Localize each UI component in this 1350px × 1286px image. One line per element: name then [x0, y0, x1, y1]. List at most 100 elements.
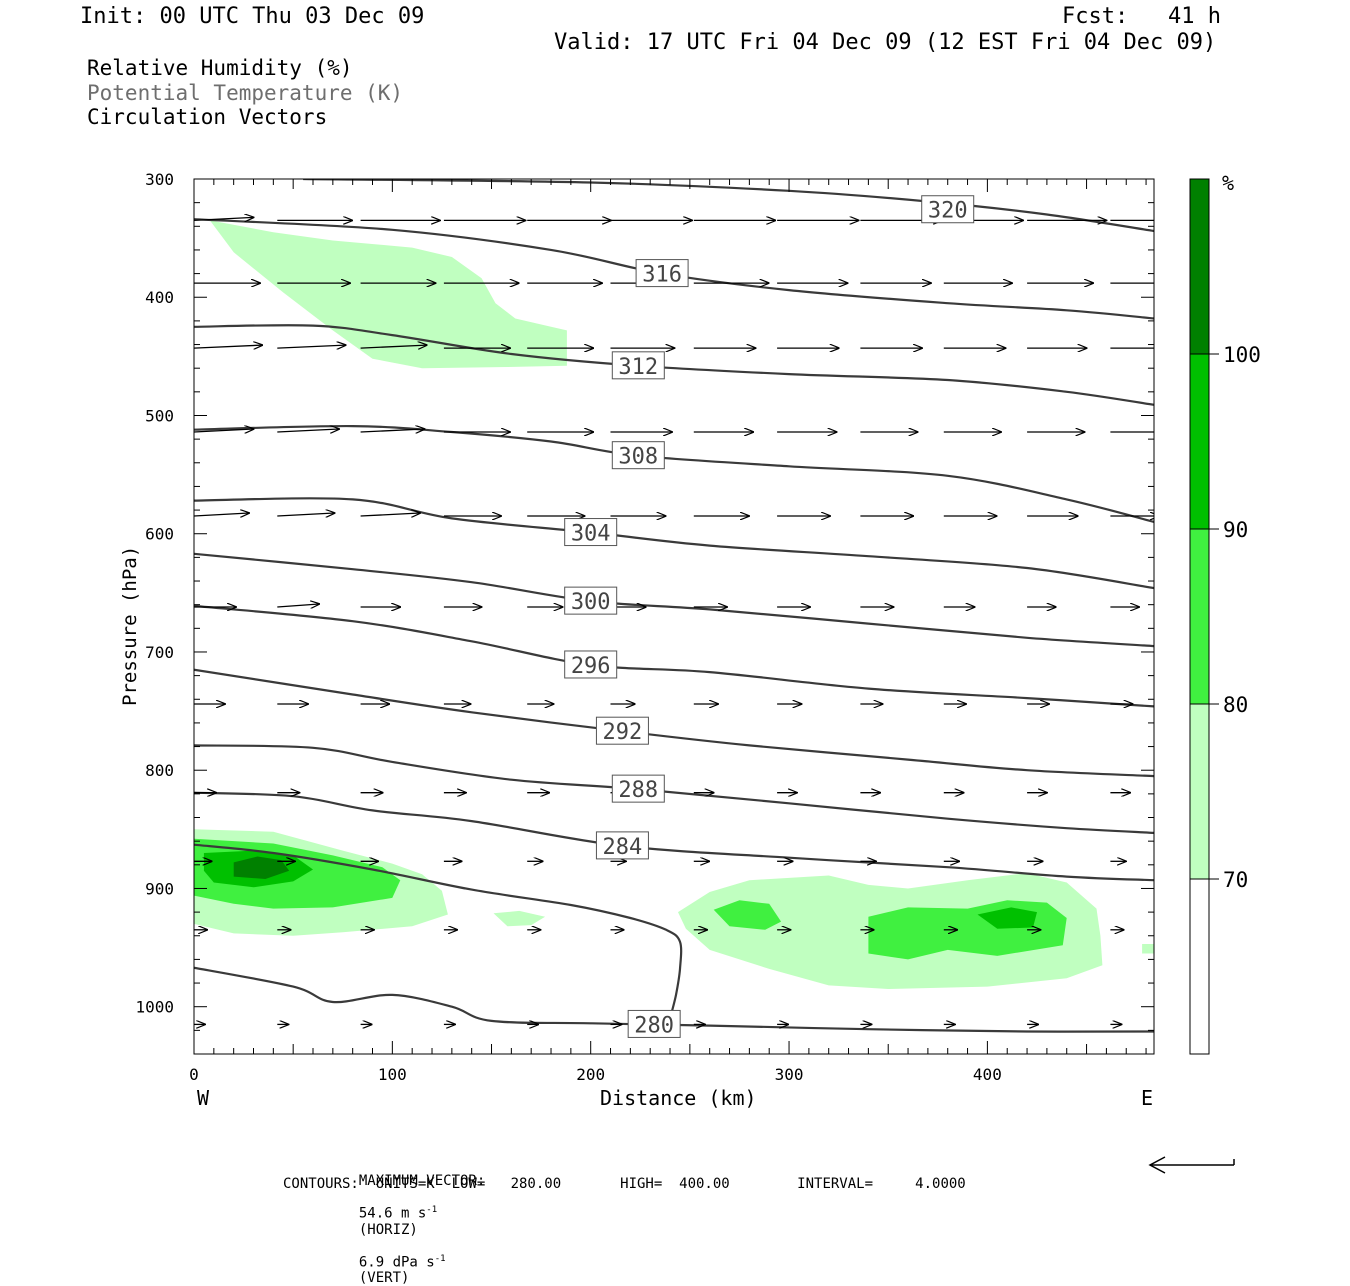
- contour-label-292: 292: [595, 716, 649, 745]
- contour-label-text: 300: [571, 590, 611, 615]
- x-right-label: E: [1141, 1086, 1153, 1110]
- contour-label-304: 304: [564, 518, 618, 547]
- contour-label-text: 312: [618, 355, 658, 380]
- rh-region-70: [493, 910, 546, 927]
- init-time: Init: 00 UTC Thu 03 Dec 09: [80, 4, 425, 29]
- wind-vector: [194, 429, 253, 432]
- plot-frame: [193, 178, 1155, 1055]
- y-tick-label: 300: [145, 170, 174, 189]
- x-tick-label: 300: [775, 1065, 804, 1084]
- theta-contour-320: [303, 179, 1154, 233]
- rh-region-70: [209, 220, 567, 369]
- humidity-shading: [194, 220, 1154, 989]
- cross-section-chart: 320 316 312 308 304 300 296 292 288 284 280 300 400…: [119, 170, 1261, 1174]
- colorbar-label: 70: [1223, 868, 1248, 892]
- contour-label-288: 288: [611, 774, 665, 803]
- contour-label-296: 296: [564, 650, 618, 679]
- axis-ticks: 300 400 500 600 700 800 900 1000 0 100 200 300 400: [135, 170, 1154, 1084]
- contour-label-312: 312: [611, 351, 665, 380]
- contour-label-text: 320: [928, 199, 968, 224]
- colorbar-band: [1189, 353, 1210, 530]
- colorbar-label: 100: [1223, 343, 1261, 367]
- contour-label-box: [627, 1009, 681, 1038]
- colorbar-label: 90: [1223, 518, 1248, 542]
- contour-label-text: 292: [603, 720, 643, 745]
- rh-region-80: [713, 900, 782, 930]
- wind-vector: [277, 604, 319, 607]
- x-tick-label: 0: [189, 1065, 199, 1084]
- wind-vector: [360, 429, 425, 432]
- contour-label-284: 284: [595, 831, 649, 860]
- y-tick-label: 600: [145, 525, 174, 544]
- y-tick-label: 800: [145, 761, 174, 780]
- contour-label-box: [611, 441, 665, 470]
- theta-contour-292: [194, 668, 1154, 778]
- colorbar-band: [1189, 528, 1210, 705]
- wind-vector: [194, 345, 262, 348]
- x-tick-label: 400: [973, 1065, 1002, 1084]
- contour-label-box: [564, 518, 618, 547]
- wind-vector: [194, 513, 249, 516]
- theta-contour-316: [194, 218, 1154, 320]
- x-axis-label: Distance (km): [600, 1086, 757, 1110]
- wind-vector: [360, 345, 427, 348]
- x-left-label: W: [197, 1086, 210, 1110]
- y-tick-label: 700: [145, 643, 174, 662]
- contour-label-308: 308: [611, 441, 665, 470]
- contour-label-text: 288: [618, 778, 658, 803]
- colorbar-label: 80: [1223, 693, 1248, 717]
- y-tick-label: 500: [145, 406, 174, 425]
- max-vector-horiz: 54.6 m s: [358, 1205, 427, 1222]
- contour-label-316: 316: [635, 259, 689, 288]
- theta-contour-296: [194, 604, 1154, 708]
- contour-label-box: [564, 650, 618, 679]
- wind-vector: [277, 513, 334, 516]
- max-vector-label: MAXIMUM VECTOR:: [358, 1173, 486, 1189]
- max-vector-vert: 6.9 dPa s: [358, 1254, 435, 1271]
- circulation-vectors: [194, 217, 1154, 1024]
- vert-exponent: -1: [434, 1253, 446, 1264]
- field-rh-title: Relative Humidity (%): [87, 56, 353, 80]
- x-tick-label: 200: [576, 1065, 605, 1084]
- y-tick-label: 1000: [135, 998, 174, 1017]
- contour-label-box: [564, 586, 618, 615]
- rh-region-90: [977, 907, 1037, 929]
- y-tick-label: 400: [145, 288, 174, 307]
- wind-vector: [277, 429, 339, 432]
- contour-label-text: 296: [571, 654, 611, 679]
- wind-vector: [360, 513, 420, 516]
- wind-vector: [277, 345, 345, 348]
- rh-region-100: [233, 856, 290, 879]
- contour-label-300: 300: [564, 586, 618, 615]
- theta-contour-280: [194, 966, 1154, 1033]
- horiz-exponent: -1: [426, 1205, 438, 1215]
- contours-line: CONTOURS: UNITS=K LOW= 280.00 HIGH= 400.…: [283, 1176, 966, 1192]
- contour-label-box: [595, 716, 649, 745]
- forecast-hour: Fcst: 41 h: [1062, 4, 1221, 29]
- contour-label-box: [611, 351, 665, 380]
- theta-contour-unlabeled: [194, 843, 683, 1019]
- theta-contours: [194, 179, 1154, 1033]
- contour-label-box: [635, 259, 689, 288]
- colorbar-band: [1189, 878, 1210, 1055]
- theta-contour-312: [194, 324, 1154, 406]
- field-theta-title: Potential Temperature (K): [87, 81, 404, 105]
- y-axis-label: Pressure (hPa): [119, 546, 141, 706]
- colorbar-band: [1189, 178, 1210, 355]
- contour-label-280: 280: [627, 1009, 681, 1038]
- contour-labels: 320 316 312 308 304 300 296 292 288 284 280: [564, 195, 975, 1038]
- contour-label-box: [921, 195, 975, 224]
- theta-contour-288: [194, 744, 1154, 834]
- contour-label-box: [595, 831, 649, 860]
- contour-label-text: 284: [603, 835, 643, 860]
- valid-time: Valid: 17 UTC Fri 04 Dec 09 (12 EST Fri …: [554, 30, 1217, 55]
- wind-vector: [194, 217, 253, 220]
- contour-label-320: 320: [921, 195, 975, 224]
- theta-contour-308: [194, 424, 1154, 523]
- x-tick-label: 100: [378, 1065, 407, 1084]
- vert-tag: (VERT): [358, 1270, 410, 1286]
- horiz-tag: (HORIZ): [358, 1221, 418, 1238]
- theta-contour-304: [194, 497, 1154, 590]
- contour-label-text: 308: [618, 445, 658, 470]
- contour-label-text: 280: [634, 1013, 674, 1038]
